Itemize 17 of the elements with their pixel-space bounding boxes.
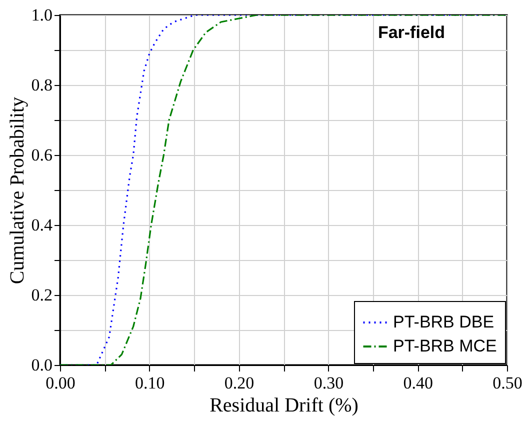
x-tick-label: 0.20 bbox=[224, 374, 254, 392]
x-tick-label: 0.00 bbox=[46, 374, 76, 392]
x-tick-label: 0.40 bbox=[403, 374, 433, 392]
annotation: Far-field bbox=[378, 23, 445, 42]
x-axis-title: Residual Drift (%) bbox=[210, 394, 358, 416]
x-tick-label: 0.10 bbox=[135, 374, 165, 392]
legend-label: PT-BRB MCE bbox=[393, 336, 497, 356]
y-tick-label: 0.0 bbox=[31, 356, 52, 374]
y-tick-label: 0.4 bbox=[31, 216, 53, 234]
legend-label: PT-BRB DBE bbox=[393, 312, 494, 332]
y-tick-label: 1.0 bbox=[31, 6, 52, 24]
x-tick-label: 0.30 bbox=[314, 374, 344, 392]
y-axis-title: Cumulative Probability bbox=[6, 96, 28, 284]
y-tick-label: 0.6 bbox=[31, 146, 52, 164]
y-tick-label: 0.8 bbox=[31, 76, 52, 94]
y-tick-label: 0.2 bbox=[31, 286, 52, 304]
x-tick-label: 0.50 bbox=[492, 374, 522, 392]
